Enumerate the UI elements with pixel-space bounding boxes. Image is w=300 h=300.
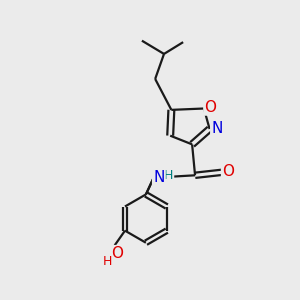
Text: N: N [153,170,164,185]
Text: H: H [103,255,112,268]
Text: O: O [111,246,123,261]
Text: N: N [211,122,223,136]
Text: O: O [222,164,234,179]
Text: O: O [204,100,216,115]
Text: H: H [164,169,173,182]
